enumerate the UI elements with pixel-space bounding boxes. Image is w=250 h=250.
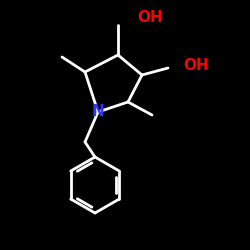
Text: OH: OH <box>137 10 163 26</box>
Text: OH: OH <box>183 58 209 74</box>
Text: N: N <box>92 104 104 120</box>
